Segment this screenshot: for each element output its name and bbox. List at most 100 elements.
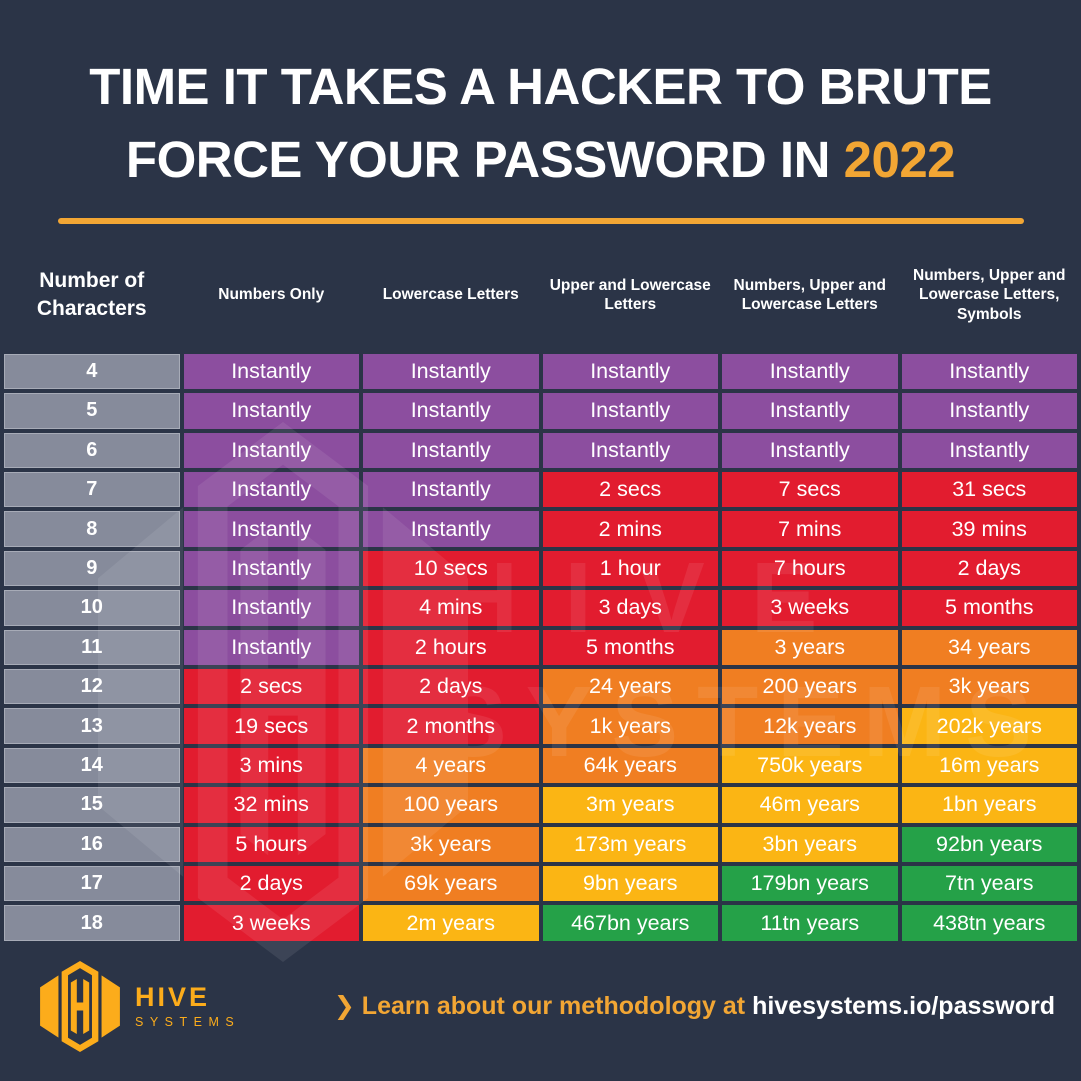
char-count-cell: 9: [4, 550, 180, 587]
crack-time-cell: 179bn years: [722, 865, 898, 902]
crack-time-cell: 3k years: [363, 826, 539, 862]
char-count-cell: 15: [4, 787, 180, 823]
char-count-cell: 10: [4, 590, 180, 626]
crack-time-cell: 24 years: [542, 669, 718, 705]
column-header: Number of Characters: [36, 268, 147, 320]
crack-time-cell: 100 years: [363, 787, 539, 823]
crack-time-cell: 32 mins: [183, 787, 359, 823]
crack-time-cell: 7 hours: [722, 550, 898, 587]
crack-time-cell: 4 years: [363, 747, 539, 784]
column-header: Numbers Only: [218, 286, 325, 304]
chevron-right-icon: ❯: [333, 992, 355, 1021]
char-count-cell: 16: [4, 826, 180, 862]
crack-time-cell: 202k years: [901, 708, 1077, 744]
crack-time-cell: 7 secs: [722, 472, 898, 508]
column-header: Numbers, Upper and Lowercase Letters: [733, 276, 886, 313]
crack-time-cell: 7tn years: [901, 865, 1077, 902]
crack-time-cell: 3bn years: [722, 826, 898, 862]
crack-time-cell: 69k years: [363, 865, 539, 902]
crack-time-cell: 3m years: [542, 787, 718, 823]
char-count-cell: 8: [4, 511, 180, 547]
crack-time-cell: 1bn years: [901, 787, 1077, 823]
crack-time-cell: Instantly: [363, 511, 539, 547]
tagline-text: Learn about our methodology at: [361, 992, 746, 1021]
crack-time-cell: 3 weeks: [722, 590, 898, 626]
crack-time-cell: 3k years: [901, 669, 1077, 705]
crack-time-cell: 19 secs: [183, 708, 359, 744]
crack-time-cell: 5 months: [542, 629, 718, 665]
page-title: TIME IT TAKES A HACKER TO BRUTE FORCE YO…: [36, 0, 1046, 197]
methodology-url: hivesystems.io/password: [752, 992, 1055, 1021]
crack-time-cell: 16m years: [901, 747, 1077, 784]
crack-time-cell: Instantly: [183, 511, 359, 547]
crack-time-cell: 46m years: [722, 787, 898, 823]
column-header: Upper and Lowercase Letters: [549, 276, 711, 313]
crack-time-cell: Instantly: [542, 393, 718, 429]
char-count-cell: 6: [4, 432, 180, 469]
crack-time-cell: 2 days: [183, 865, 359, 902]
crack-time-cell: Instantly: [183, 393, 359, 429]
crack-time-cell: 750k years: [722, 747, 898, 784]
crack-time-cell: 1 hour: [542, 550, 718, 587]
char-count-cell: 18: [4, 905, 180, 941]
crack-time-cell: Instantly: [901, 432, 1077, 469]
crack-time-cell: 2 mins: [542, 511, 718, 547]
crack-time-cell: Instantly: [901, 393, 1077, 429]
crack-time-cell: 11tn years: [722, 905, 898, 941]
char-count-cell: 11: [4, 629, 180, 665]
brand-subname: SYSTEMS: [135, 1014, 241, 1029]
crack-time-cell: 39 mins: [901, 511, 1077, 547]
crack-time-cell: Instantly: [183, 353, 359, 390]
crack-time-cell: 2m years: [363, 905, 539, 941]
crack-time-cell: Instantly: [722, 393, 898, 429]
char-count-cell: 12: [4, 669, 180, 705]
brand-logo-block: HIVE SYSTEMS: [40, 960, 241, 1052]
char-count-cell: 17: [4, 865, 180, 902]
column-header: Numbers, Upper and Lowercase Letters, Sy…: [913, 266, 1066, 323]
crack-time-cell: Instantly: [363, 393, 539, 429]
char-count-cell: 5: [4, 393, 180, 429]
title-divider: [57, 217, 1024, 224]
brand-name: HIVE: [135, 981, 211, 1012]
crack-time-cell: Instantly: [901, 353, 1077, 390]
crack-time-cell: 12k years: [722, 708, 898, 744]
char-count-cell: 7: [4, 472, 180, 508]
crack-time-cell: 34 years: [901, 629, 1077, 665]
time-table: 4 Instantly Instantly Instantly Instantly Ins…: [4, 353, 1077, 941]
crack-time-cell: Instantly: [183, 629, 359, 665]
crack-time-cell: 7 mins: [722, 511, 898, 547]
crack-time-cell: Instantly: [183, 590, 359, 626]
char-count-cell: 14: [4, 747, 180, 784]
footer: HIVE SYSTEMS ❯ Learn about our methodolo…: [0, 941, 1081, 1052]
crack-time-cell: 5 hours: [183, 826, 359, 862]
crack-time-cell: 2 secs: [183, 669, 359, 705]
crack-time-cell: 438tn years: [901, 905, 1077, 941]
crack-time-cell: Instantly: [722, 432, 898, 469]
crack-time-cell: 2 days: [363, 669, 539, 705]
crack-time-cell: 5 months: [901, 590, 1077, 626]
crack-time-cell: Instantly: [183, 550, 359, 587]
crack-time-cell: 467bn years: [542, 905, 718, 941]
table-header-row: Number of Characters Numbers Only Lowercas…: [4, 244, 1077, 346]
crack-time-cell: 173m years: [542, 826, 718, 862]
crack-time-cell: 3 years: [722, 629, 898, 665]
crack-time-cell: 3 days: [542, 590, 718, 626]
title-text: TIME IT TAKES A HACKER TO BRUTE FORCE YO…: [89, 58, 992, 189]
crack-time-cell: 2 days: [901, 550, 1077, 587]
hive-systems-logo-icon: [40, 960, 120, 1052]
char-count-cell: 13: [4, 708, 180, 744]
crack-time-cell: 92bn years: [901, 826, 1077, 862]
crack-time-cell: Instantly: [363, 472, 539, 508]
crack-time-cell: 2 months: [363, 708, 539, 744]
column-header: Lowercase Letters: [382, 286, 519, 304]
crack-time-cell: 3 weeks: [183, 905, 359, 941]
crack-time-cell: Instantly: [183, 432, 359, 469]
crack-time-cell: Instantly: [722, 353, 898, 390]
crack-time-cell: Instantly: [363, 353, 539, 390]
char-count-cell: 4: [4, 353, 180, 390]
crack-time-cell: 31 secs: [901, 472, 1077, 508]
crack-time-cell: 9bn years: [542, 865, 718, 902]
crack-time-cell: 64k years: [542, 747, 718, 784]
crack-time-cell: 3 mins: [183, 747, 359, 784]
crack-time-cell: 2 secs: [542, 472, 718, 508]
